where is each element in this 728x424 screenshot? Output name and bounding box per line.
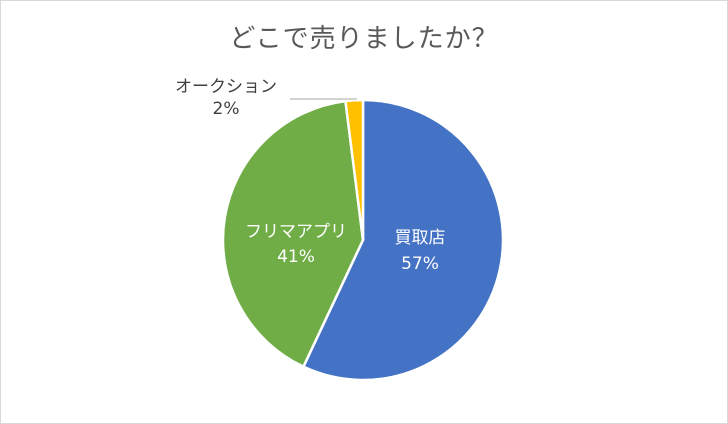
label-kaitoriten: 買取店 57% (395, 228, 446, 274)
label-furima-app: フリマアプリ 41% (245, 222, 347, 267)
slice-kaitoriten (302, 98, 505, 382)
slice-percent-label: 2% (213, 99, 240, 119)
slice-furima-app (221, 99, 365, 368)
slice-auction (344, 98, 365, 242)
slice-category-label: オークション (175, 77, 277, 97)
slice-percent-label: 57% (401, 254, 439, 274)
slice-category-label: 買取店 (395, 228, 446, 248)
chart-title: どこで売りましたか？ (229, 24, 499, 54)
slice-category-label: フリマアプリ (245, 222, 347, 242)
slice-percent-label: 41% (277, 247, 315, 267)
label-auction: オークション 2% (175, 77, 277, 119)
